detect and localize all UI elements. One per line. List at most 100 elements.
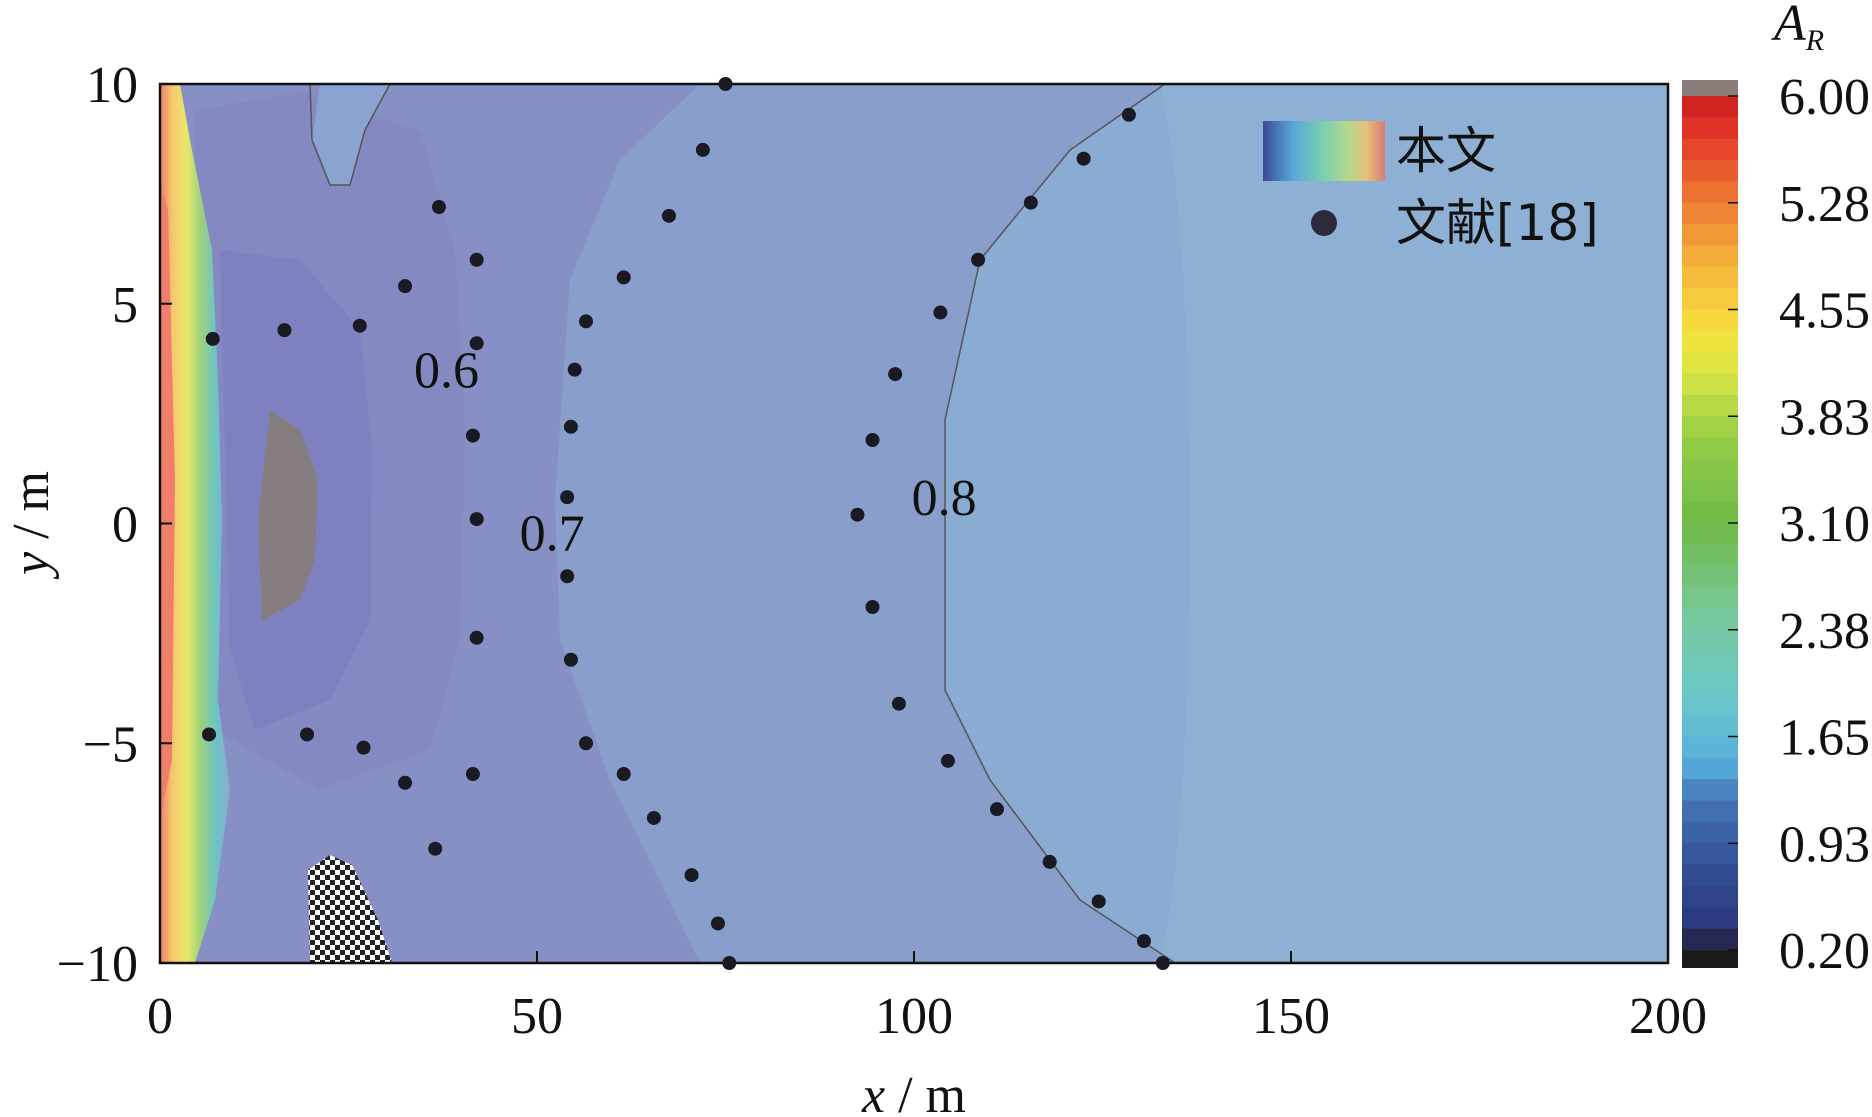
colorbar-band xyxy=(1682,779,1738,802)
contour-field xyxy=(160,84,1668,963)
scatter-point xyxy=(1136,934,1151,949)
scatter-point xyxy=(616,767,631,782)
scatter-point xyxy=(398,279,413,294)
colorbar-tick-label: 0.93 xyxy=(1779,816,1870,873)
y-tick-label: 10 xyxy=(86,57,138,114)
edge-core xyxy=(160,180,175,820)
contour-label: 0.7 xyxy=(520,505,585,562)
hatched-obstacle xyxy=(308,855,392,963)
scatter-point xyxy=(205,331,220,346)
legend-marker-dot xyxy=(1311,210,1337,236)
colorbar-over-cap xyxy=(1682,80,1738,96)
legend-label-文献[18]: 文献[18] xyxy=(1396,194,1599,252)
scatter-point xyxy=(469,336,484,351)
scatter-point xyxy=(356,740,371,755)
scatter-point xyxy=(684,868,699,883)
scatter-point xyxy=(202,727,217,742)
x-tick-label: 200 xyxy=(1629,988,1707,1045)
colorbar-band xyxy=(1682,736,1738,759)
colorbar-tick-label: 3.10 xyxy=(1779,496,1870,553)
colorbar-band xyxy=(1682,224,1738,247)
y-tick-label: 0 xyxy=(112,497,138,554)
scatter-point xyxy=(431,200,446,215)
contour-label: 0.6 xyxy=(414,343,479,400)
scatter-point xyxy=(865,600,880,615)
scatter-point xyxy=(465,767,480,782)
scatter-point xyxy=(469,630,484,645)
scatter-point xyxy=(989,802,1004,817)
colorbar-band xyxy=(1682,416,1738,439)
colorbar-tick-label: 0.20 xyxy=(1779,923,1870,980)
colorbar-band xyxy=(1682,885,1738,908)
colorbar-tick-label: 3.83 xyxy=(1779,389,1870,446)
colorbar-band xyxy=(1682,565,1738,588)
colorbar-band xyxy=(1682,800,1738,823)
colorbar-band xyxy=(1682,907,1738,930)
y-axis: 10 5 0 −5 −10 xyxy=(57,57,172,993)
colorbar-band xyxy=(1682,715,1738,738)
colorbar-band xyxy=(1682,672,1738,695)
scatter-point xyxy=(579,314,594,329)
scatter-point xyxy=(563,652,578,667)
colorbar-band xyxy=(1682,544,1738,567)
peak-region xyxy=(258,410,318,620)
scatter-point xyxy=(891,696,906,711)
contour-label: 0.8 xyxy=(912,470,977,527)
colorbar-title: AR xyxy=(1771,0,1824,57)
colorbar-band xyxy=(1682,96,1738,118)
colorbar-tick-label: 6.00 xyxy=(1779,69,1870,126)
colorbar-band xyxy=(1682,394,1738,417)
scatter-point xyxy=(718,77,733,91)
colorbar-band xyxy=(1682,181,1738,204)
scatter-point xyxy=(710,916,725,931)
contour-labels: 0.6 0.7 0.8 xyxy=(414,343,977,563)
scatter-point xyxy=(579,736,594,751)
contour-lines xyxy=(309,84,1176,963)
scatter-point xyxy=(465,428,480,443)
scatter-point xyxy=(971,252,986,267)
scatter-point xyxy=(616,270,631,285)
scatter-point xyxy=(1155,956,1170,970)
scatter-point xyxy=(722,956,737,970)
x-tick-label: 100 xyxy=(875,988,953,1045)
scatter-point xyxy=(646,810,661,825)
region-0.8-1.0 xyxy=(1160,84,1668,963)
scatter-point xyxy=(469,512,484,527)
y-tick-label: −5 xyxy=(83,716,138,773)
scatter-point xyxy=(888,367,903,382)
scatter-point xyxy=(850,507,865,522)
colorbar-tick-label: 4.55 xyxy=(1779,283,1870,340)
colorbar-band xyxy=(1682,757,1738,780)
colorbar-band xyxy=(1682,501,1738,524)
colorbar-band xyxy=(1682,587,1738,609)
scatter-point xyxy=(560,569,575,584)
colorbar-band xyxy=(1682,693,1738,716)
scatter-point xyxy=(940,753,955,768)
scatter-point xyxy=(933,305,948,320)
colorbar-band xyxy=(1682,202,1738,225)
scatter-point xyxy=(398,775,413,790)
scatter-point xyxy=(428,841,443,856)
colorbar-band xyxy=(1682,821,1738,844)
scatter-point xyxy=(1076,151,1091,166)
colorbar-under-cap xyxy=(1682,950,1738,968)
colorbar-band xyxy=(1682,928,1738,951)
colorbar-band xyxy=(1682,160,1738,182)
scatter-point xyxy=(1023,195,1038,210)
colorbar-band xyxy=(1682,245,1738,268)
y-axis-title: y / m xyxy=(3,471,60,580)
scatter-point xyxy=(300,727,315,742)
scatter-point xyxy=(277,323,292,338)
legend: 本文 文献[18] xyxy=(1263,121,1599,252)
colorbar-band xyxy=(1682,843,1738,866)
contour-line-0.8 xyxy=(944,84,1176,963)
scatter-point xyxy=(1042,854,1057,869)
scatter-series xyxy=(202,77,1170,970)
colorbar-band xyxy=(1682,373,1738,396)
colorbar-band xyxy=(1682,864,1738,887)
scatter-point xyxy=(563,419,578,434)
x-tick-label: 50 xyxy=(511,988,563,1045)
scatter-point xyxy=(352,318,367,333)
scatter-point xyxy=(1091,894,1106,909)
colorbar-band xyxy=(1682,352,1738,375)
